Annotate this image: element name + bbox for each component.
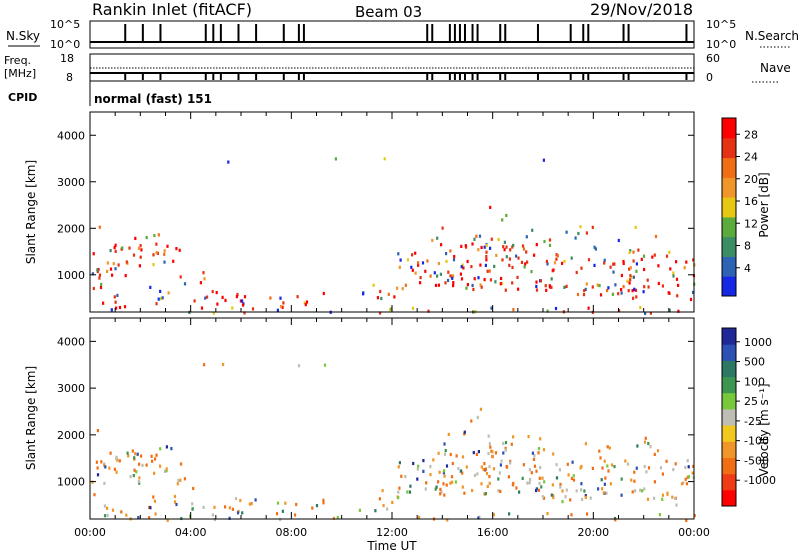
- power-colorbar-swatch: [722, 118, 736, 139]
- time-tick-label: 16:00: [477, 526, 509, 539]
- power-echo-cells: [91, 157, 696, 315]
- velocity-frame: [89, 317, 695, 520]
- power-ytick-label: 3000: [57, 176, 85, 189]
- velocity-ylabel: Slant Range [km]: [24, 366, 38, 470]
- power-ytick-label: 1000: [57, 269, 85, 282]
- velocity-panel: 1000 2000 3000 4000: [57, 317, 696, 523]
- nsearch-label: N.Search: [745, 29, 799, 43]
- nsky-label: N.Sky: [6, 29, 40, 43]
- power-colorbar-label: Power [dB]: [757, 172, 771, 237]
- velocity-colorbar-tick: -25: [744, 415, 762, 428]
- velocity-echo-cells: [91, 362, 696, 523]
- velocity-ytick-label: 4000: [57, 335, 85, 348]
- power-colorbar-tick: 16: [744, 195, 758, 208]
- power-frame: [89, 111, 695, 313]
- power-colorbar-swatch: [722, 137, 736, 159]
- power-colorbar-swatch: [722, 276, 736, 297]
- power-colorbar-swatch: [722, 197, 736, 218]
- velocity-colorbar-swatch: [722, 344, 736, 361]
- time-tick-label: 04:00: [175, 526, 207, 539]
- nsky-tick-bottom: 10^0: [50, 38, 80, 51]
- power-colorbar-swatch: [722, 177, 736, 198]
- cpid-text: normal (fast) 151: [94, 92, 212, 106]
- velocity-colorbar-swatch: [722, 473, 736, 491]
- time-axis-label: Time UT: [366, 539, 417, 553]
- velocity-ytick-label: 1000: [57, 476, 85, 489]
- date-label: 29/Nov/2018: [590, 0, 693, 19]
- velocity-colorbar-tick: -500: [744, 454, 769, 467]
- velocity-colorbar-swatch: [722, 328, 736, 345]
- power-colorbar-tick: 4: [744, 262, 751, 275]
- power-colorbar-tick: 28: [744, 128, 758, 141]
- time-axis: 00:00 04:00 08:00 12:00 16:00 20:00 00:00: [74, 526, 710, 539]
- power-colorbar-tick: 24: [744, 151, 758, 164]
- time-tick-label: 00:00: [74, 526, 106, 539]
- power-ylabel: Slant Range [km]: [24, 160, 38, 264]
- nsky-tick-top: 10^5: [50, 18, 80, 31]
- freq-tick-top: 18: [60, 52, 74, 65]
- velocity-ytick-label: 3000: [57, 382, 85, 395]
- freq-trace: [90, 67, 694, 80]
- cpid-label: CPID: [8, 91, 37, 104]
- time-tick-label: 08:00: [275, 526, 307, 539]
- nsky-panel: [89, 20, 695, 49]
- velocity-colorbar-swatch: [722, 425, 736, 442]
- power-colorbar-swatch: [722, 256, 736, 277]
- power-panel: 1000 2000 3000 4000: [57, 111, 696, 315]
- time-tick-label: 00:00: [678, 526, 710, 539]
- freq-tick-bottom: 8: [66, 71, 73, 84]
- nave-label: Nave: [760, 61, 791, 75]
- power-colorbar-swatch: [722, 157, 736, 178]
- beam-label: Beam 03: [355, 3, 422, 21]
- velocity-colorbar: 1000 500 100 25 -25 -100 -500 -1000: [721, 327, 776, 507]
- velocity-colorbar-tick: -100: [744, 435, 769, 448]
- power-colorbar-swatch: [722, 236, 736, 257]
- velocity-colorbar-tick: 100: [744, 375, 765, 388]
- velocity-colorbar-tick: -1000: [744, 474, 776, 487]
- time-tick-label: 20:00: [577, 526, 609, 539]
- power-colorbar: 4 8 12 16 20 24 28: [721, 117, 758, 297]
- velocity-colorbar-tick: 25: [744, 395, 758, 408]
- time-tick-label: 12:00: [376, 526, 408, 539]
- nsearch-tick-bottom: 10^0: [706, 38, 736, 51]
- power-colorbar-swatch: [722, 216, 736, 238]
- power-colorbar-tick: 20: [744, 173, 758, 186]
- velocity-colorbar-swatch: [722, 392, 736, 410]
- mhz-label: [MHz]: [4, 67, 36, 80]
- velocity-colorbar-swatch: [722, 408, 736, 426]
- velocity-colorbar-label: Velocity [m s⁻¹]: [757, 383, 771, 476]
- velocity-colorbar-swatch: [722, 441, 736, 458]
- velocity-colorbar-swatch: [722, 457, 736, 475]
- velocity-colorbar-tick: 1000: [744, 336, 772, 349]
- power-colorbar-tick: 8: [744, 240, 751, 253]
- velocity-colorbar-swatch: [722, 360, 736, 378]
- velocity-colorbar-swatch: [722, 489, 736, 507]
- velocity-ytick-label: 2000: [57, 429, 85, 442]
- nave-tick-top: 60: [706, 52, 720, 65]
- station-title: Rankin Inlet (fitACF): [92, 0, 252, 19]
- power-colorbar-tick: 12: [744, 217, 758, 230]
- velocity-colorbar-tick: 500: [744, 356, 765, 369]
- freq-label: Freq.: [4, 54, 31, 67]
- power-ytick-label: 4000: [57, 129, 85, 142]
- power-ytick-label: 2000: [57, 222, 85, 235]
- nave-tick-bottom: 0: [706, 71, 713, 84]
- velocity-colorbar-swatch: [722, 376, 736, 394]
- nsky-trace: [90, 24, 694, 43]
- nsearch-tick-top: 10^5: [706, 18, 736, 31]
